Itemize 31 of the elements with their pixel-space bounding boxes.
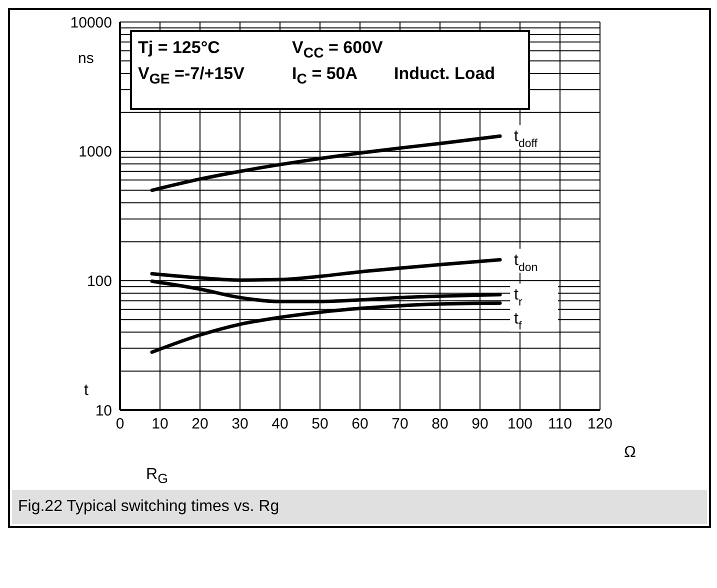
x-tick-label: 10 bbox=[152, 416, 168, 433]
text: Fig.22 Typical switching times vs. Rg bbox=[18, 498, 280, 515]
x-axis-title: R$_{G}$ bbox=[146, 466, 168, 486]
y-tick-label: 10000 bbox=[70, 14, 112, 32]
x-tick-label: 50 bbox=[312, 416, 328, 433]
x-tick-label: 20 bbox=[192, 416, 208, 433]
x-tick-label: 30 bbox=[232, 416, 248, 433]
x-tick-label: 70 bbox=[392, 416, 408, 433]
y-tick-label: 100 bbox=[86, 272, 112, 290]
y-tick-label: 10 bbox=[95, 402, 112, 420]
x-tick-label: 80 bbox=[432, 416, 448, 433]
annotation: Induct. Load bbox=[394, 64, 496, 84]
x-tick-label: 60 bbox=[352, 416, 368, 433]
text: Ω bbox=[624, 444, 636, 462]
x-tick-label: 100 bbox=[507, 416, 533, 433]
series-label: t$_{don}$ bbox=[514, 252, 538, 274]
series-label: t$_{doff}$ bbox=[514, 128, 538, 150]
text: ns bbox=[78, 50, 94, 67]
annotation: V$_{GE}$ =-7/+15V bbox=[138, 64, 244, 88]
x-tick-label: 0 bbox=[116, 416, 124, 433]
x-tick-label: 90 bbox=[472, 416, 488, 433]
series-label: t$_{r}$ bbox=[514, 286, 522, 309]
annotation: V$_{CC}$ = 600V bbox=[292, 38, 383, 62]
y-axis-title: t bbox=[84, 382, 88, 400]
series-label: t$_{f}$ bbox=[514, 310, 522, 333]
x-tick-label: 120 bbox=[587, 416, 613, 433]
x-tick-label: 40 bbox=[272, 416, 288, 433]
annotation: I$_{C}$ = 50A bbox=[292, 64, 358, 88]
y-tick-label: 1000 bbox=[78, 144, 112, 161]
x-tick-label: 110 bbox=[548, 416, 572, 433]
annotation: Tj = 125°C bbox=[138, 38, 220, 58]
